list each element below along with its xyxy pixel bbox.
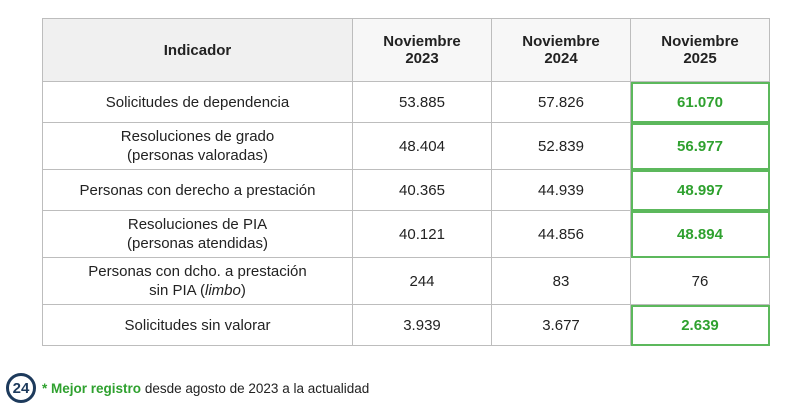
header-year-2025: Noviembre 2025	[630, 18, 770, 82]
header-year-2023: Noviembre 2023	[352, 18, 492, 82]
indicator-label: Solicitudes sin valorar	[124, 316, 271, 334]
table-body: Solicitudes de dependencia 53.885 57.826 61…	[42, 81, 770, 346]
indicator-sublabel: (personas atendidas)	[49, 234, 346, 253]
header-label: Noviembre	[383, 33, 461, 50]
value-cell-2025: 76	[630, 257, 770, 305]
indicator-label: Resoluciones de grado	[120, 128, 275, 145]
indicator-label: Personas con derecho a prestación	[79, 181, 316, 199]
header-year: 2023	[405, 50, 439, 67]
indicator-label: Solicitudes de dependencia	[105, 93, 290, 111]
table-row: Solicitudes de dependencia 53.885 57.826 61…	[42, 81, 770, 123]
value-cell-2025: 48.894	[630, 210, 770, 258]
indicator-sublabel: sin PIA (limbo)	[49, 281, 346, 300]
footnote-highlight: Mejor registro	[51, 380, 142, 396]
header-year-2024: Noviembre 2024	[491, 18, 631, 82]
indicator-cell: Personas con derecho a prestación	[42, 169, 353, 211]
value-cell-2024: 3.677	[491, 304, 631, 346]
value-cell-2024: 57.826	[491, 81, 631, 123]
value-cell-2024: 83	[491, 257, 631, 305]
indicator-sublabel-after: )	[240, 282, 246, 299]
indicator-label: Resoluciones de PIA	[127, 216, 268, 233]
value-cell-2024: 44.939	[491, 169, 631, 211]
table-row: Solicitudes sin valorar 3.939 3.677 2.639	[42, 304, 770, 346]
table-header-row: Indicador Noviembre 2023 Noviembre 2024 …	[42, 18, 770, 82]
indicator-cell: Personas con dcho. a prestación sin PIA (…	[42, 257, 353, 305]
indicator-label: Personas con dcho. a prestación	[88, 263, 307, 280]
value-cell-2024: 52.839	[491, 122, 631, 170]
header-label: Noviembre	[661, 33, 739, 50]
footnote-text: * Mejor registro desde agosto de 2023 a …	[42, 381, 369, 396]
value-cell-2023: 244	[352, 257, 492, 305]
logo-text: 24	[12, 379, 30, 397]
value-cell-2023: 40.365	[352, 169, 492, 211]
header-label: Indicador	[163, 41, 232, 59]
indicator-cell: Solicitudes sin valorar	[42, 304, 353, 346]
header-year: 2024	[544, 50, 578, 67]
value-cell-2023: 40.121	[352, 210, 492, 258]
dependency-indicators-table: Indicador Noviembre 2023 Noviembre 2024 …	[42, 18, 770, 346]
footnote-rest: desde agosto de 2023 a la actualidad	[144, 380, 370, 396]
indicator-sublabel-text: (personas valoradas)	[127, 147, 268, 164]
value-cell-2025: 48.997	[630, 169, 770, 211]
indicator-sublabel: (personas valoradas)	[49, 146, 346, 165]
indicator-sublabel-italic: limbo	[205, 282, 241, 299]
value-cell-2025: 61.070	[630, 81, 770, 123]
indicator-cell: Resoluciones de grado (personas valoradas…	[42, 122, 353, 170]
indicator-cell: Resoluciones de PIA (personas atendidas)	[42, 210, 353, 258]
header-year: 2025	[683, 50, 717, 67]
indicator-cell: Solicitudes de dependencia	[42, 81, 353, 123]
header-indicador: Indicador	[42, 18, 353, 82]
indicator-sublabel-text: (personas atendidas)	[127, 235, 268, 252]
table-row: Personas con derecho a prestación 40.365 4…	[42, 169, 770, 211]
indicator-sublabel-text: sin PIA (	[149, 282, 205, 299]
brand-logo: 24	[6, 373, 36, 403]
table-row: Resoluciones de PIA (personas atendidas) 4…	[42, 210, 770, 258]
footnote-star: *	[42, 380, 48, 396]
value-cell-2023: 53.885	[352, 81, 492, 123]
value-cell-2023: 3.939	[352, 304, 492, 346]
table-row: Resoluciones de grado (personas valoradas…	[42, 122, 770, 170]
footnote: 24 * Mejor registro desde agosto de 2023…	[6, 373, 369, 403]
value-cell-2023: 48.404	[352, 122, 492, 170]
value-cell-2025: 2.639	[630, 304, 770, 346]
header-label: Noviembre	[522, 33, 600, 50]
value-cell-2024: 44.856	[491, 210, 631, 258]
table-row: Personas con dcho. a prestación sin PIA (…	[42, 257, 770, 305]
value-cell-2025: 56.977	[630, 122, 770, 170]
